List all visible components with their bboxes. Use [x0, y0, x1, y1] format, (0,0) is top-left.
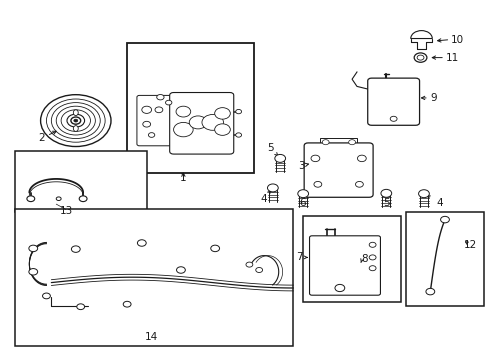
Circle shape [368, 255, 375, 260]
Circle shape [142, 106, 151, 113]
Text: 7: 7 [295, 252, 302, 262]
Circle shape [413, 53, 426, 62]
Circle shape [29, 269, 38, 275]
Circle shape [41, 95, 111, 147]
Wedge shape [410, 31, 431, 39]
Text: 11: 11 [445, 53, 458, 63]
Circle shape [27, 196, 35, 202]
Text: 2: 2 [38, 133, 45, 143]
Bar [405, 212, 483, 306]
Circle shape [137, 240, 146, 246]
Circle shape [274, 154, 285, 162]
FancyBboxPatch shape [367, 78, 419, 125]
Circle shape [61, 110, 90, 131]
Circle shape [255, 267, 262, 273]
Ellipse shape [73, 126, 78, 131]
Bar [303, 216, 400, 302]
Circle shape [71, 117, 81, 124]
Text: 8: 8 [360, 254, 367, 264]
Circle shape [322, 140, 328, 145]
Circle shape [42, 293, 50, 299]
Text: 4: 4 [436, 198, 443, 208]
Circle shape [74, 119, 78, 122]
Circle shape [380, 189, 391, 197]
Circle shape [46, 99, 105, 142]
Circle shape [176, 106, 190, 117]
Circle shape [155, 107, 163, 113]
Circle shape [189, 116, 206, 129]
Text: 5: 5 [382, 198, 389, 208]
Circle shape [176, 267, 185, 273]
Circle shape [334, 284, 344, 292]
Circle shape [210, 245, 219, 252]
Bar [320, 138, 356, 147]
Text: 4: 4 [260, 194, 267, 204]
Circle shape [389, 116, 396, 121]
Circle shape [71, 246, 80, 252]
Circle shape [440, 216, 448, 223]
Circle shape [157, 95, 164, 100]
Ellipse shape [73, 110, 78, 116]
Circle shape [348, 140, 355, 145]
Text: 14: 14 [144, 332, 158, 342]
Circle shape [297, 190, 308, 198]
Circle shape [148, 133, 154, 138]
Text: 10: 10 [450, 35, 463, 45]
Circle shape [235, 109, 241, 114]
Circle shape [123, 301, 131, 307]
Circle shape [418, 190, 428, 198]
Circle shape [313, 181, 321, 187]
FancyBboxPatch shape [304, 143, 372, 197]
FancyBboxPatch shape [169, 93, 233, 154]
Circle shape [310, 155, 319, 162]
Text: 3: 3 [297, 161, 304, 171]
Circle shape [245, 262, 252, 267]
Circle shape [355, 181, 363, 187]
Bar [15, 209, 293, 346]
Circle shape [77, 304, 84, 310]
FancyBboxPatch shape [309, 236, 380, 295]
Text: 6: 6 [298, 198, 305, 208]
Circle shape [202, 114, 223, 130]
Text: 13: 13 [59, 206, 73, 216]
Circle shape [79, 196, 87, 202]
Circle shape [416, 55, 423, 60]
Circle shape [67, 114, 84, 127]
Text: 12: 12 [463, 240, 477, 250]
Circle shape [51, 103, 100, 139]
Circle shape [214, 124, 230, 135]
Circle shape [368, 242, 375, 247]
FancyBboxPatch shape [137, 95, 171, 146]
Circle shape [165, 100, 172, 105]
Text: 1: 1 [180, 173, 186, 183]
Circle shape [142, 121, 150, 127]
Bar [15, 151, 146, 212]
Text: 5: 5 [266, 143, 273, 153]
Circle shape [267, 184, 278, 192]
Bar [127, 43, 254, 173]
Circle shape [368, 266, 375, 271]
Circle shape [56, 197, 61, 201]
Circle shape [235, 133, 241, 137]
Circle shape [214, 108, 230, 119]
Circle shape [173, 122, 193, 137]
Circle shape [29, 245, 38, 252]
Circle shape [56, 106, 95, 135]
Text: 9: 9 [429, 93, 436, 103]
Circle shape [357, 155, 366, 162]
Circle shape [425, 288, 434, 295]
